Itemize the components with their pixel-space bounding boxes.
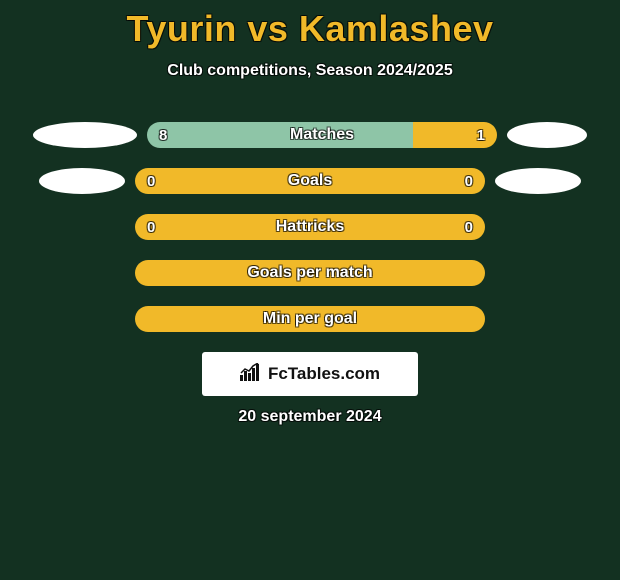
right-oval (507, 122, 587, 148)
stat-bar: Min per goal (135, 306, 485, 332)
left-oval (39, 168, 125, 194)
stat-label: Min per goal (135, 306, 485, 332)
stat-label: Goals (135, 168, 485, 194)
stat-bar: Goals per match (135, 260, 485, 286)
right-oval (495, 168, 581, 194)
chart-icon (240, 363, 268, 386)
stat-bar: 00Goals (135, 168, 485, 194)
brand-badge[interactable]: FcTables.com (202, 352, 418, 396)
stat-row: 00Hattricks (0, 214, 620, 240)
page-subtitle: Club competitions, Season 2024/2025 (0, 62, 620, 80)
stat-row: 00Goals (0, 168, 620, 194)
stat-label: Goals per match (135, 260, 485, 286)
stat-bar: 81Matches (147, 122, 497, 148)
stat-label: Matches (147, 122, 497, 148)
comparison-bars: 81Matches 00Goals 00Hattricks Goals per mat… (0, 122, 620, 352)
stat-label: Hattricks (135, 214, 485, 240)
stat-bar: 00Hattricks (135, 214, 485, 240)
stat-row: 81Matches (0, 122, 620, 148)
footer-date: 20 september 2024 (0, 408, 620, 426)
stat-row: Min per goal (0, 306, 620, 332)
brand-text: FcTables.com (268, 364, 380, 384)
page-title: Tyurin vs Kamlashev (0, 8, 620, 50)
left-oval (33, 122, 137, 148)
stat-row: Goals per match (0, 260, 620, 286)
